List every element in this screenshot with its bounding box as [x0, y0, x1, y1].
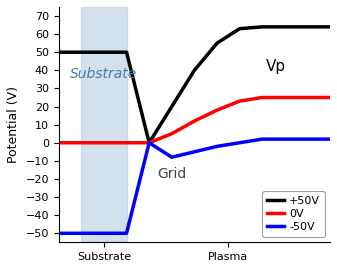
Line: -50V: -50V — [59, 139, 330, 233]
0V — [170, 132, 174, 135]
+50V — [57, 51, 61, 54]
-50V — [170, 156, 174, 159]
0V — [57, 141, 61, 144]
+50V — [328, 25, 332, 29]
+50V — [125, 51, 129, 54]
+50V — [192, 69, 196, 72]
0V — [305, 96, 309, 99]
+50V — [283, 25, 287, 29]
-50V — [283, 137, 287, 141]
Legend: +50V, 0V, -50V: +50V, 0V, -50V — [263, 191, 325, 237]
Text: Substrate: Substrate — [70, 67, 137, 81]
Line: +50V: +50V — [59, 27, 330, 143]
+50V — [79, 51, 83, 54]
+50V — [305, 25, 309, 29]
-50V — [192, 150, 196, 153]
0V — [215, 108, 219, 112]
-50V — [57, 232, 61, 235]
Text: Grid: Grid — [157, 167, 186, 180]
0V — [147, 141, 151, 144]
-50V — [305, 137, 309, 141]
-50V — [328, 137, 332, 141]
Line: 0V: 0V — [59, 97, 330, 143]
+50V — [260, 25, 264, 29]
-50V — [215, 145, 219, 148]
0V — [283, 96, 287, 99]
0V — [328, 96, 332, 99]
0V — [260, 96, 264, 99]
+50V — [147, 141, 151, 144]
+50V — [170, 105, 174, 108]
0V — [192, 119, 196, 123]
Text: Vp: Vp — [266, 59, 286, 74]
-50V — [147, 141, 151, 144]
+50V — [238, 27, 242, 30]
-50V — [238, 141, 242, 144]
-50V — [125, 232, 129, 235]
Y-axis label: Potential (V): Potential (V) — [7, 86, 20, 163]
0V — [79, 141, 83, 144]
-50V — [79, 232, 83, 235]
0V — [238, 100, 242, 103]
+50V — [215, 41, 219, 45]
0V — [125, 141, 129, 144]
Bar — [81, 7, 127, 242]
-50V — [260, 137, 264, 141]
